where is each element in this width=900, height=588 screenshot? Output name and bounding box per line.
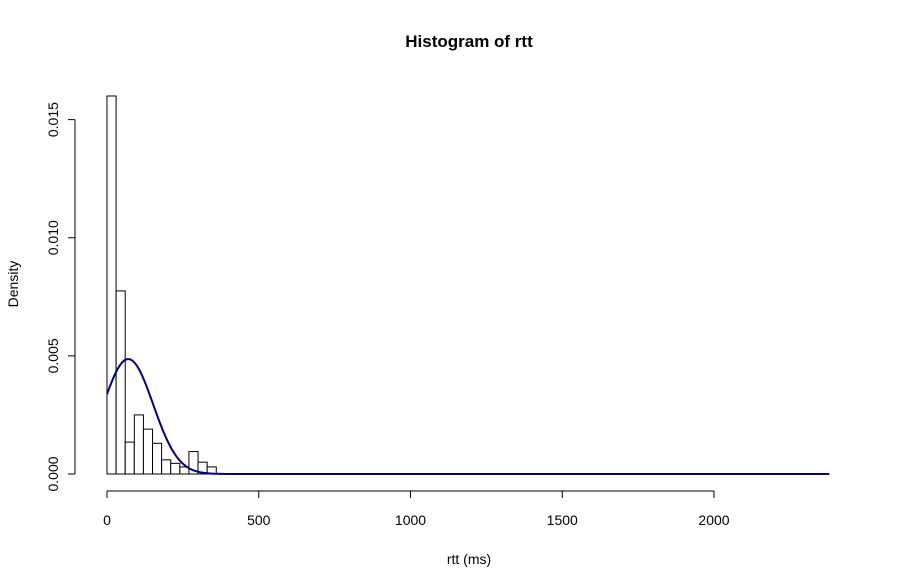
density-curve-group [106,358,830,475]
y-tick-label-0: 0.000 [45,456,61,491]
y-tick-label-1: 0.005 [45,338,61,373]
y-tick-label-3: 0.015 [45,102,61,137]
histogram-bar-5 [152,442,163,475]
x-tick-label-2: 1000 [395,512,426,528]
y-axis: 0.000 0.005 0.010 0.015 [45,102,76,492]
x-tick-label-3: 1500 [547,512,578,528]
histogram-bar-2 [124,441,135,475]
y-tick-label-2: 0.010 [45,220,61,255]
histogram-bar-6 [161,459,172,475]
chart-title: Histogram of rtt [405,32,533,51]
histogram-bar-1 [115,290,126,475]
histogram-bar-4 [142,428,154,475]
histogram-bar-3 [133,414,144,475]
x-tick-label-1: 500 [247,512,271,528]
x-tick-label-0: 0 [103,512,111,528]
x-axis: 0 500 1000 1500 2000 [103,490,730,528]
histogram-bar-7 [170,462,181,475]
histogram-bar-0 [106,95,117,475]
histogram-bars [106,95,217,475]
y-axis-label: Density [5,261,21,308]
x-axis-label: rtt (ms) [447,551,491,567]
x-tick-label-4: 2000 [698,512,729,528]
density-curve [106,358,830,475]
